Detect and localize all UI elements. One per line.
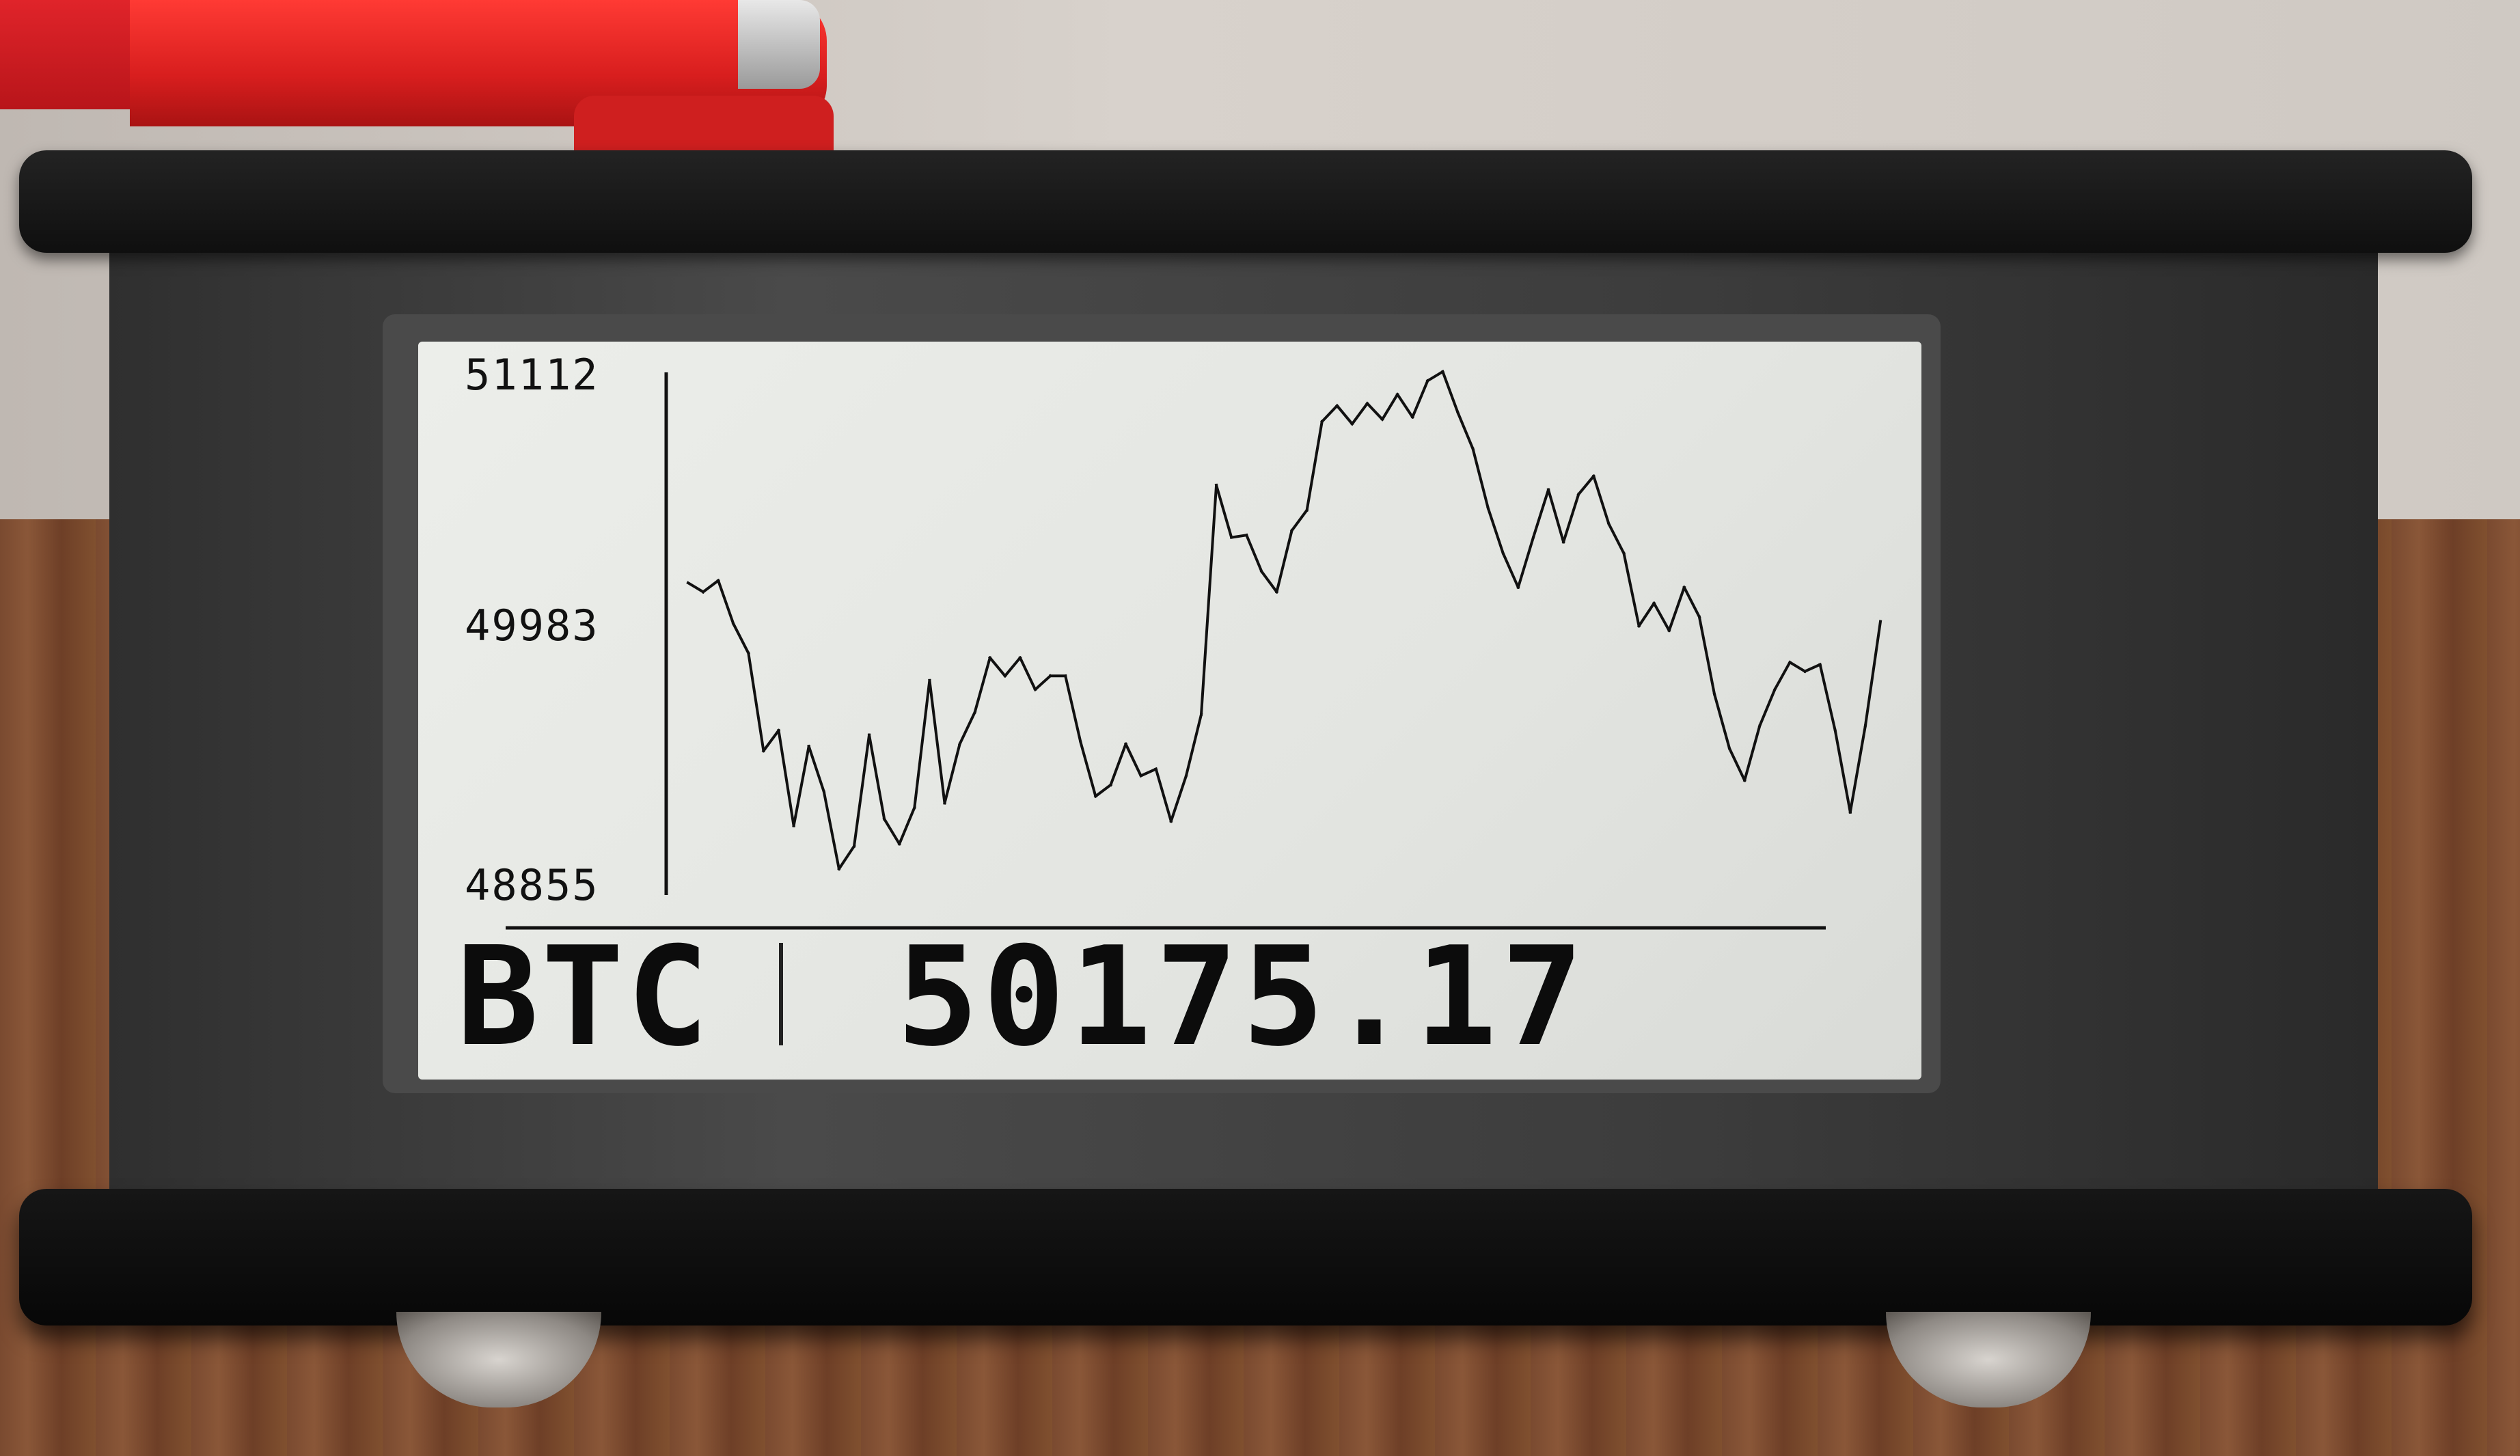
price-line-segment — [807, 744, 826, 794]
price-line-segment — [1214, 483, 1233, 540]
price-line-segment — [943, 742, 962, 805]
y-tick-mid: 49983 — [465, 601, 599, 650]
price-line-segment — [1818, 663, 1837, 732]
usb-plug-collar — [738, 0, 820, 89]
price-line-segment — [1757, 687, 1777, 728]
price-line-segment — [1606, 521, 1626, 555]
price-line-segment — [957, 710, 977, 746]
price-line-segment — [1139, 767, 1158, 778]
price-line-segment — [987, 655, 1007, 678]
price-line-segment — [1410, 379, 1429, 420]
price-line-segment — [1636, 601, 1656, 628]
price-line-segment — [792, 744, 811, 827]
price-line-segment — [1199, 484, 1218, 716]
price-line-segment — [973, 656, 992, 714]
price-line-segment — [1108, 742, 1128, 787]
price-line-segment — [1516, 536, 1535, 590]
y-tick-min: 48855 — [465, 860, 599, 910]
price-line-segment — [1772, 660, 1792, 691]
price-line-segment — [882, 816, 901, 846]
price-line-segment — [1033, 674, 1052, 692]
price-line-segment — [1576, 474, 1596, 497]
price-line-segment — [1546, 488, 1565, 544]
price-line-segment — [822, 790, 841, 871]
price-line-segment — [1591, 474, 1611, 526]
ticker-separator — [779, 943, 783, 1045]
price-line-segment — [1350, 401, 1369, 426]
price-line-segment — [928, 678, 946, 805]
price-line-segment — [1259, 569, 1279, 594]
device-top-plate — [19, 150, 2472, 253]
price-line-segment — [1154, 767, 1173, 823]
price-line-segment — [867, 733, 886, 821]
price-line-segment — [1652, 601, 1671, 633]
price-line-segment — [1275, 529, 1293, 594]
price-line-segment — [1682, 585, 1701, 619]
price-line-segment — [777, 728, 795, 827]
price-line-segment — [837, 844, 856, 871]
price-line-segment — [716, 579, 735, 626]
price-line-segment — [1380, 392, 1399, 422]
price-line-segment — [1833, 728, 1852, 814]
price-line-segment — [1425, 370, 1445, 383]
price-line-segment — [1184, 713, 1203, 778]
price-line-segment — [1305, 420, 1324, 512]
price-line-segment — [1531, 488, 1550, 540]
price-value: 50175.17 — [896, 918, 1588, 1077]
price-line-segment — [1078, 740, 1097, 798]
price-line-segment — [1622, 551, 1641, 628]
price-line-segment — [1365, 401, 1384, 422]
price-line-segment — [1863, 620, 1882, 728]
price-line-segment — [686, 581, 705, 594]
price-line-segment — [1440, 370, 1460, 415]
price-line-segment — [1561, 492, 1580, 544]
price-line-segment — [1319, 404, 1339, 424]
y-tick-max: 51112 — [465, 350, 599, 400]
price-line-segment — [747, 651, 765, 753]
ticker-symbol: BTC — [456, 918, 712, 1077]
eink-screen: 51112 49983 48855 BTC 50175.17 — [418, 342, 1921, 1080]
price-line-segment — [1471, 447, 1490, 510]
price-line-segment — [1803, 663, 1822, 674]
price-line-segment — [852, 733, 871, 848]
price-line-segment — [1334, 404, 1354, 426]
price-line-segment — [1788, 660, 1807, 674]
price-line-segment — [913, 678, 931, 810]
price-line-segment — [761, 728, 781, 753]
price-line-segment — [1003, 655, 1022, 678]
price-line-segment — [1018, 656, 1037, 691]
price-line-segment — [1289, 508, 1309, 533]
price-line-segment — [1712, 692, 1731, 751]
price-line-segment — [1063, 674, 1082, 744]
price-line-segment — [1697, 615, 1716, 696]
price-line-segment — [897, 806, 916, 846]
price-line-segment — [1501, 551, 1520, 590]
price-line-segment — [1455, 411, 1475, 451]
price-line-segment — [1123, 742, 1143, 778]
price-line-segment — [1395, 392, 1415, 420]
price-line-segment — [1742, 724, 1762, 782]
price-chart — [506, 370, 1882, 930]
price-line-segment — [731, 622, 751, 655]
price-line-segment — [1229, 533, 1248, 539]
device-bottom-plate — [19, 1189, 2472, 1325]
price-line-segment — [1244, 533, 1263, 574]
price-line-segment — [1093, 782, 1113, 799]
price-line-segment — [701, 578, 720, 594]
price-line-segment — [1727, 746, 1747, 782]
price-line-segment — [1486, 506, 1505, 555]
price-line-segment — [1667, 586, 1686, 633]
price-line-segment — [1169, 773, 1188, 823]
price-line-segment — [1848, 724, 1867, 814]
